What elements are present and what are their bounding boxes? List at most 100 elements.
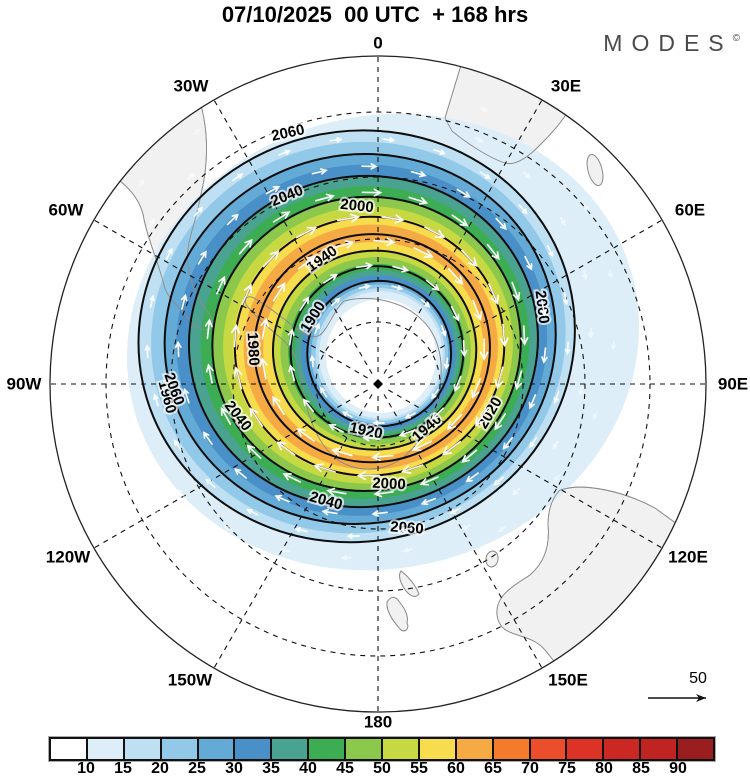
colorbar-cell — [51, 739, 86, 759]
wind-arrow — [153, 393, 159, 407]
longitude-label: 30E — [551, 77, 581, 96]
colorbar-tick: 30 — [225, 760, 243, 777]
wind-arrow — [474, 406, 489, 427]
graticule — [50, 56, 706, 712]
meridian-line — [213, 394, 373, 669]
wind-arrow — [282, 473, 302, 483]
reference-vector-arrowhead — [696, 694, 706, 702]
wind-arrow — [371, 510, 388, 517]
colorbar-tick: 85 — [632, 760, 650, 777]
wind-arrow — [582, 270, 588, 281]
colorbar-tick: 10 — [77, 760, 95, 777]
meridian-line — [213, 99, 373, 374]
wind-arrow — [210, 549, 219, 555]
contour-line — [187, 174, 539, 509]
wind-arrow — [391, 285, 404, 291]
new-zealand-south-outline — [386, 596, 409, 632]
wind-arrow — [440, 324, 447, 337]
wind-arrow — [260, 317, 270, 340]
wind-arrow — [205, 478, 216, 488]
new-zealand-north — [399, 570, 420, 597]
wind-arrow — [309, 354, 316, 368]
wind-arrow — [417, 114, 428, 121]
wind-arrow — [296, 428, 315, 442]
wind-arrow — [329, 137, 343, 143]
wind-arrow — [461, 449, 478, 463]
page-title: 07/10/2025 00 UTC + 168 hrs — [221, 2, 529, 27]
colorbar-cell — [344, 739, 382, 759]
wind-arrow — [274, 494, 290, 503]
wind-arrow — [197, 250, 207, 265]
wind-arrow — [474, 136, 484, 143]
wind-arrow — [499, 323, 509, 348]
south-america-outline — [50, 87, 215, 331]
colorbar — [48, 736, 716, 762]
wind-arrow — [486, 243, 500, 261]
colorbar-cell — [122, 739, 160, 759]
latitude-circle — [232, 238, 524, 530]
wind-arrow — [278, 149, 292, 156]
wind-arrow — [578, 386, 584, 397]
meridian-line — [383, 99, 543, 374]
wind-arrow — [456, 188, 471, 198]
contour-label: 1980 — [244, 332, 263, 366]
wind-arrow — [276, 441, 296, 456]
colorbar-tick: 25 — [188, 760, 206, 777]
colorbar-tick: 80 — [595, 760, 613, 777]
modes-logo-text: MODES — [603, 30, 733, 56]
wind-arrow — [144, 344, 151, 358]
wind-arrow — [539, 147, 547, 155]
contour-lines — [137, 129, 576, 544]
wind-arrow — [302, 398, 315, 413]
land-outlines — [50, 56, 706, 712]
contour-label: 2060 — [270, 121, 306, 145]
wind-arrow — [152, 506, 160, 514]
wind-arrow — [361, 188, 383, 197]
wind-arrow — [182, 387, 190, 404]
wind-arrow — [165, 247, 173, 260]
wind-arrow — [361, 434, 380, 442]
wind-arrow — [431, 388, 439, 400]
wind-arrow — [249, 407, 264, 427]
colorbar-cell — [528, 739, 566, 759]
wind-arrow — [355, 577, 365, 583]
wind-arrow — [336, 213, 361, 223]
wind-arrow — [113, 329, 120, 341]
wind-arrow — [479, 106, 489, 112]
wind-arrow — [226, 213, 239, 226]
contour-label: 2060 — [390, 518, 424, 537]
wind-arrow — [460, 339, 468, 358]
wind-arrow — [330, 297, 341, 307]
longitude-label: 150W — [168, 671, 213, 690]
colorbar-cell — [381, 739, 418, 759]
wind-arrow — [297, 255, 317, 270]
wind-arrow — [314, 322, 321, 335]
longitude-label: 90W — [7, 375, 43, 394]
wind-arrow — [433, 148, 447, 155]
wind-arrow — [295, 226, 318, 239]
contour-line — [137, 129, 576, 544]
wind-arrow — [465, 472, 479, 483]
wind-arrow — [371, 452, 394, 462]
wind-arrow — [216, 275, 226, 295]
wind-arrow — [372, 420, 385, 426]
wind-arrow — [205, 363, 214, 384]
colorbar-cell — [159, 739, 197, 759]
longitude-label: 120E — [668, 548, 708, 567]
wind-arrow — [564, 341, 571, 356]
longitude-label: 0 — [373, 34, 382, 53]
contour-label: 2000 — [340, 196, 375, 216]
wind-arrow — [333, 78, 344, 84]
wind-arrow — [100, 241, 106, 251]
colorbar-cell — [417, 739, 455, 759]
colorbar-cell — [233, 739, 271, 759]
wind-arrow — [232, 173, 244, 182]
wind-arrow — [410, 170, 427, 178]
wind-arrow — [373, 489, 394, 498]
meridian-line — [383, 394, 543, 669]
reference-vector: 50 — [648, 670, 707, 702]
wind-arrow — [262, 250, 280, 268]
contour-line — [271, 249, 478, 451]
wind-arrow — [497, 526, 506, 533]
colorbar-cell — [196, 739, 234, 759]
